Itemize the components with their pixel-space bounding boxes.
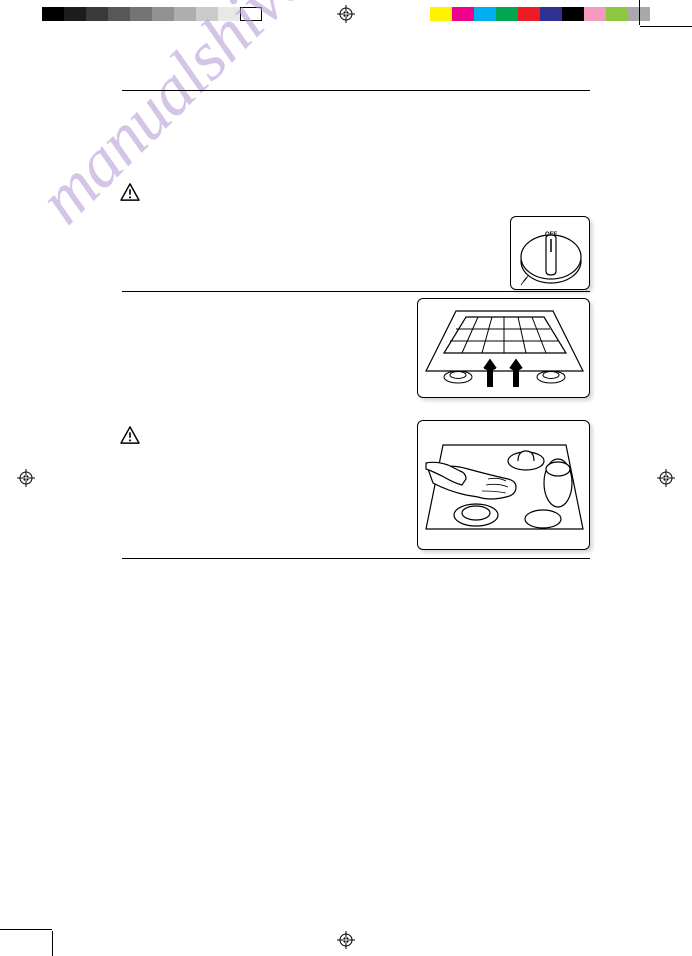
crop-mark <box>639 0 640 25</box>
illustration-remove-grates <box>417 298 590 398</box>
registration-mark-icon <box>657 469 675 487</box>
warning-icon <box>120 426 140 444</box>
registration-mark-icon <box>337 5 355 23</box>
page-content: OFF <box>122 90 590 559</box>
warning-icon <box>120 183 140 201</box>
color-bar <box>430 7 650 21</box>
illustration-wipe-surface <box>417 420 590 550</box>
section-1: OFF <box>122 91 590 291</box>
registration-mark-icon <box>337 931 355 949</box>
crop-mark <box>52 931 53 956</box>
grayscale-bar <box>42 7 262 21</box>
crop-mark <box>0 929 52 930</box>
divider <box>122 558 590 559</box>
illustration-control-knob: OFF <box>510 216 590 290</box>
section-2 <box>122 292 590 558</box>
crop-mark <box>640 26 692 27</box>
registration-mark-icon <box>17 469 35 487</box>
